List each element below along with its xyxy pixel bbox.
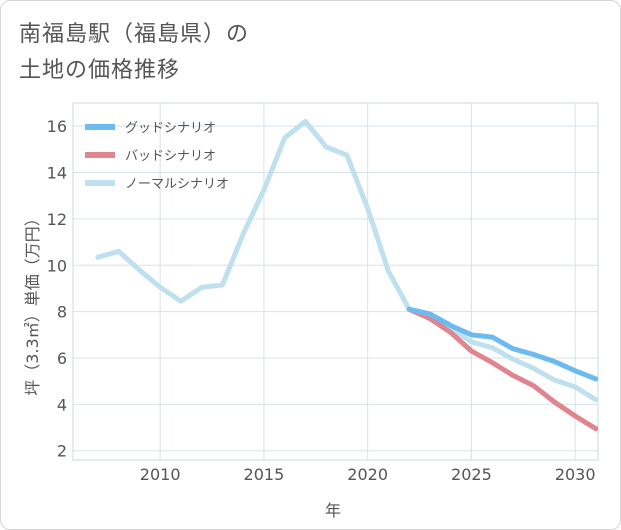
series-layer	[95, 119, 598, 432]
plot-frame	[72, 102, 599, 461]
y-tick-label: 14	[47, 164, 67, 183]
legend-label-0: グッドシナリオ	[125, 121, 216, 136]
legend-label-2: ノーマルシナリオ	[125, 177, 229, 192]
x-tick-label: 2030	[555, 465, 596, 484]
chart-title: 南福島駅（福島県）の 土地の価格推移	[19, 17, 579, 89]
chart-title-line-1: 南福島駅（福島県）の	[19, 22, 250, 47]
y-tick-label: 4	[57, 395, 67, 414]
x-tick-label: 2015	[244, 465, 285, 484]
axis-layer: 2 4 6 8 10 12 14 16 2010 2015 2020 2025 2030	[47, 117, 596, 484]
y-tick-label: 12	[47, 210, 67, 229]
x-tick-label: 2010	[140, 465, 181, 484]
chart-title-line-2: 土地の価格推移	[19, 58, 181, 83]
legend-label-1: バッドシナリオ	[125, 149, 216, 164]
x-tick-label: 2020	[347, 465, 388, 484]
y-tick-label: 6	[57, 349, 67, 368]
y-tick-label: 8	[57, 303, 67, 322]
y-tick-label: 2	[57, 442, 67, 461]
series-line-0	[406, 306, 598, 382]
x-axis-label: 年	[325, 501, 341, 520]
y-tick-label: 16	[47, 117, 67, 136]
y-tick-label: 10	[47, 256, 67, 275]
x-tick-label: 2025	[451, 465, 492, 484]
series-line-2	[95, 119, 598, 403]
y-axis-label: 坪（3.3㎡）単価（万円）	[23, 210, 42, 395]
series-line-1	[406, 306, 598, 432]
